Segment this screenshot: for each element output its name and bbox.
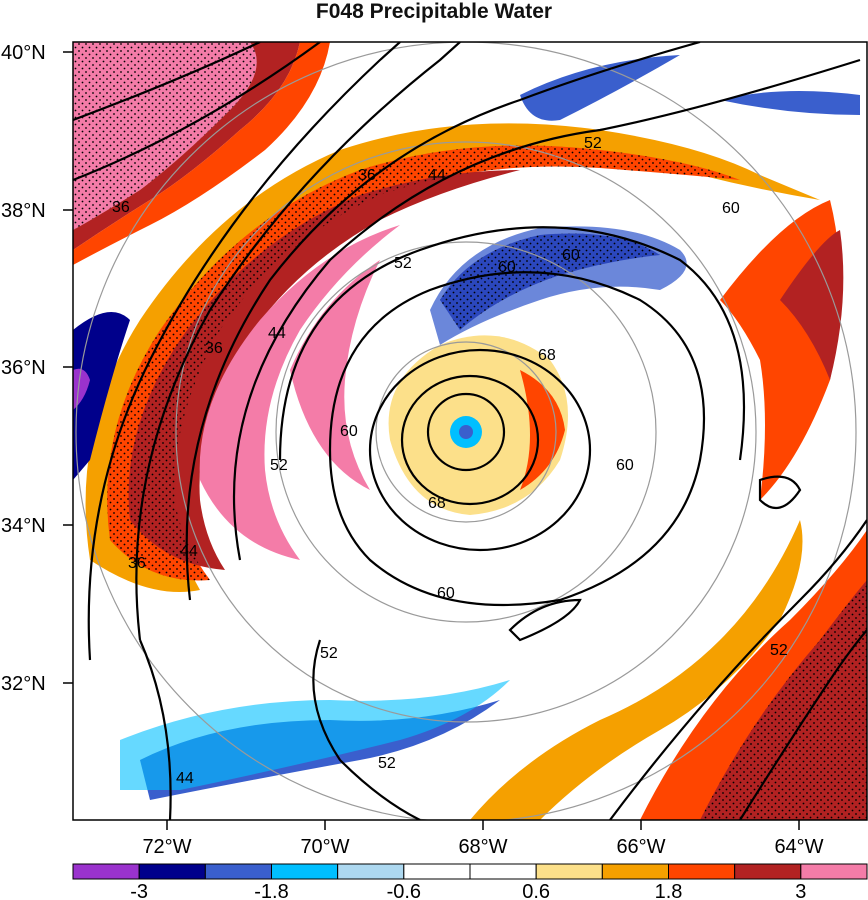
map-plot-area: 36 36 36 36 44 44 44 44 52 52 52 52 52 5…: [73, 42, 867, 820]
contour-label: 44: [180, 543, 198, 560]
lon-tick-label: 70°W: [300, 836, 349, 858]
lat-tick-label: 38°N: [1, 200, 46, 222]
colorbar: -3 -1.8 -0.6 0.6 1.8 3: [72, 863, 868, 900]
contour-label: 44: [176, 770, 194, 787]
colorbar-swatch: [138, 863, 206, 880]
lat-tick-label: 36°N: [1, 357, 46, 379]
contour-labels: 36 36 36 36 44 44 44 44 52 52 52 52 52 5…: [112, 135, 788, 787]
contour-label: 52: [394, 255, 412, 272]
lon-tick-label: 66°W: [616, 836, 665, 858]
colorbar-label: 0.6: [522, 881, 550, 900]
latitude-axis: 40°N 38°N 36°N 34°N 32°N: [1, 42, 73, 695]
colorbar-swatch: [535, 863, 603, 880]
range-rings: [75, 42, 857, 820]
contour-label: 60: [616, 457, 634, 474]
lat-tick-label: 40°N: [1, 42, 46, 64]
colorbar-swatch: [403, 863, 471, 880]
colorbar-label: 1.8: [655, 881, 683, 900]
colorbar-label: -1.8: [254, 881, 288, 900]
contour-label: 60: [340, 423, 358, 440]
contour-label: 36: [358, 167, 376, 184]
contour-label: 52: [320, 645, 338, 662]
contour-label: 36: [205, 340, 223, 357]
colorbar-label: -0.6: [387, 881, 421, 900]
contour-label: 36: [112, 199, 130, 216]
contour-label: 60: [437, 585, 455, 602]
map-border: [72, 41, 868, 821]
colorbar-swatch: [337, 863, 405, 880]
contour-label: 68: [428, 495, 446, 512]
longitude-axis: 72°W 70°W 68°W 66°W 64°W: [142, 820, 824, 858]
map-title: F048 Precipitable Water: [315, 0, 553, 23]
contour-label: 68: [538, 347, 556, 364]
contour-label: 36: [128, 555, 146, 572]
contour-label: 52: [270, 457, 288, 474]
significance-stipple: [73, 42, 867, 820]
contour-label: 52: [770, 642, 788, 659]
colorbar-swatch: [72, 863, 140, 880]
contour-label: 60: [562, 247, 580, 264]
colorbar-label: 3: [795, 881, 806, 900]
contour-label: 60: [722, 200, 740, 217]
colorbar-swatch: [204, 863, 272, 880]
pw-contours: [73, 42, 867, 820]
lat-tick-label: 32°N: [1, 673, 46, 695]
contour-label: 44: [428, 167, 446, 184]
colorbar-label: -3: [130, 881, 148, 900]
colorbar-swatch: [668, 863, 736, 880]
colorbar-swatch: [271, 863, 339, 880]
colorbar-swatch: [800, 863, 868, 880]
lon-tick-label: 68°W: [458, 836, 507, 858]
lat-tick-label: 34°N: [1, 515, 46, 537]
contour-label: 52: [378, 755, 396, 772]
contour-label: 52: [584, 135, 602, 152]
contour-label: 44: [268, 325, 286, 342]
contour-label: 60: [498, 259, 516, 276]
colorbar-swatch: [734, 863, 802, 880]
colorbar-swatch: [601, 863, 669, 880]
colorbar-swatch: [469, 863, 537, 880]
lon-tick-label: 72°W: [142, 836, 191, 858]
lon-tick-label: 64°W: [774, 836, 823, 858]
